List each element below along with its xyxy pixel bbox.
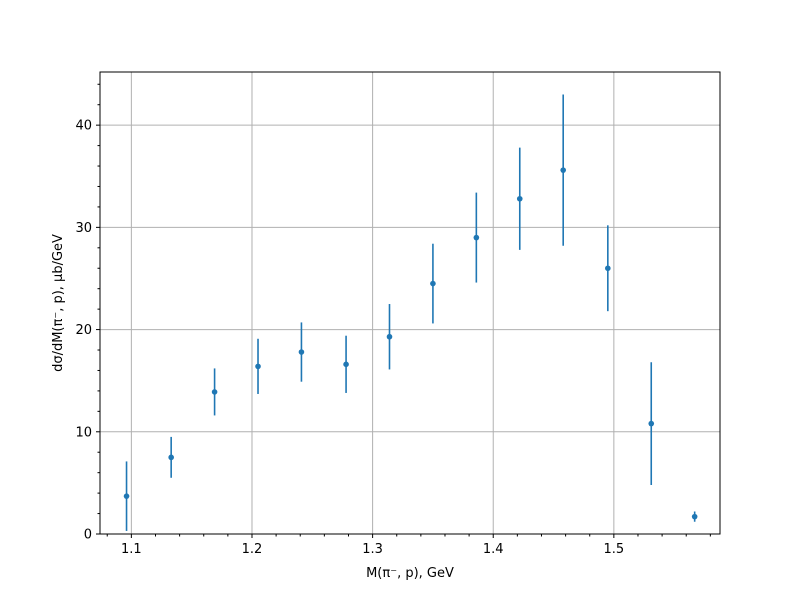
- data-point: [648, 420, 655, 427]
- data-point: [691, 513, 698, 520]
- data-point: [123, 493, 130, 499]
- y-tick-label: 40: [75, 119, 92, 134]
- y-tick-label: 20: [75, 323, 92, 338]
- data-layer: [123, 94, 698, 531]
- y-tick-label: 30: [75, 221, 92, 236]
- x-tick-label: 1.3: [362, 542, 383, 557]
- x-tick-label: 1.4: [483, 542, 504, 557]
- y-tick-label: 10: [75, 425, 92, 440]
- y-axis-label: dσ/dM(π⁻, p), μb/GeV: [51, 234, 66, 372]
- x-tick-label: 1.1: [121, 542, 142, 557]
- data-point: [211, 389, 218, 395]
- plot-frame: [99, 71, 721, 535]
- x-tick-label: 1.5: [604, 542, 625, 557]
- data-point: [473, 234, 480, 241]
- data-point: [386, 333, 393, 340]
- x-tick-label: 1.2: [242, 542, 263, 557]
- data-point: [255, 363, 261, 370]
- x-axis-label: M(π⁻, p), GeV: [366, 566, 454, 581]
- data-point: [516, 195, 523, 202]
- data-point: [298, 349, 305, 355]
- data-point: [605, 265, 611, 272]
- y-tick-label: 0: [84, 528, 92, 543]
- ticks-layer: 1.1 1.2 1.3 1.4 1.5 0 10 20 30 40: [75, 83, 711, 557]
- data-point: [560, 167, 566, 173]
- data-point: [430, 280, 436, 287]
- data-point: [343, 361, 349, 368]
- data-point: [168, 454, 174, 461]
